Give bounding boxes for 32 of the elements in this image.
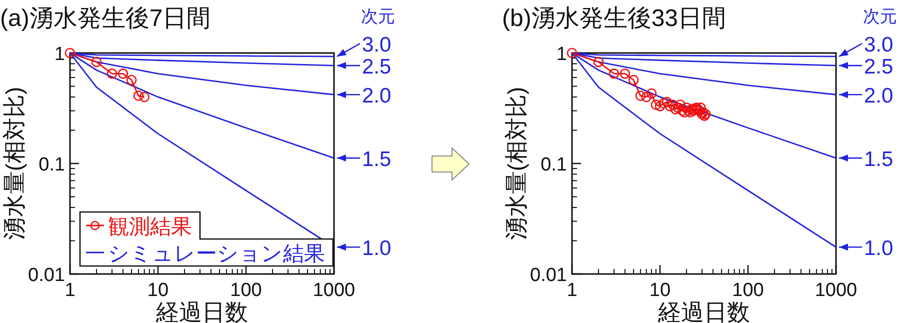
chart-title: (b)湧水発生後33日間 — [502, 5, 726, 32]
legend-label: 3.0 — [864, 34, 894, 57]
y-tick-label: 1 — [54, 44, 65, 65]
legend-label: 2.5 — [864, 56, 894, 79]
legend-label: 3.0 — [362, 34, 392, 57]
legend-label: 1.0 — [362, 237, 392, 260]
legend-label: 1.5 — [864, 148, 894, 172]
y-tick-label: 0.01 — [28, 265, 65, 286]
x-tick-label: 10 — [147, 280, 169, 301]
x-axis-title: 経過日数 — [657, 299, 750, 323]
legend-label: 観測結果 — [108, 216, 192, 238]
annotation: シミュレーション結果 — [108, 242, 325, 266]
legend-label: 2.5 — [362, 56, 392, 79]
x-tick-label: 1000 — [312, 280, 356, 301]
legend-title: 次元 — [863, 7, 897, 26]
y-tick-label: 1 — [556, 44, 567, 65]
y-tick-label: 0.1 — [38, 154, 65, 176]
legend-label: 2.0 — [362, 84, 392, 108]
legend-label: 2.0 — [864, 84, 894, 108]
legend-label: 1.5 — [362, 148, 392, 172]
chart-title: (a)湧水発生後7日間 — [0, 5, 211, 32]
legend-title: 次元 — [361, 7, 395, 26]
y-axis-title: 湧水量(相対比) — [1, 86, 27, 240]
y-axis-title: 湧水量(相対比) — [503, 86, 529, 240]
x-tick-label: 100 — [230, 280, 262, 301]
x-tick-label: 1000 — [814, 280, 858, 301]
y-tick-label: 0.1 — [540, 154, 567, 176]
legend-label: 1.0 — [864, 237, 894, 260]
y-tick-label: 0.01 — [530, 265, 567, 286]
x-tick-label: 100 — [732, 280, 764, 301]
x-axis-title: 経過日数 — [155, 299, 248, 323]
x-tick-label: 10 — [649, 280, 671, 301]
